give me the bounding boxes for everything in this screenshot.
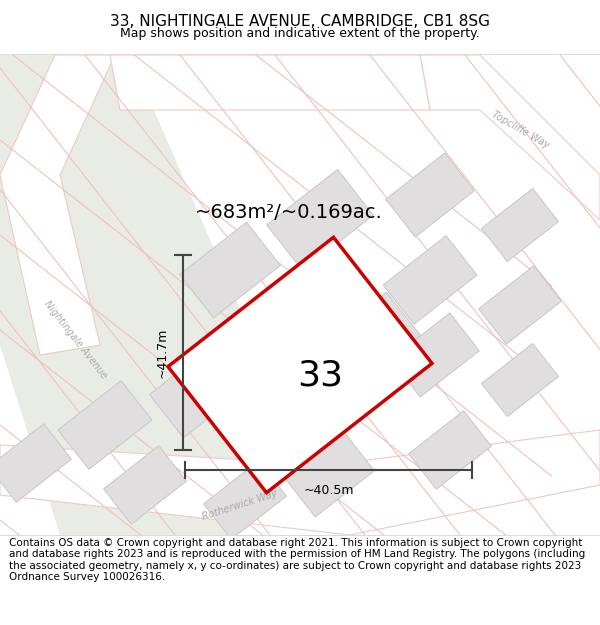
Text: 33: 33	[297, 358, 343, 392]
Polygon shape	[104, 446, 187, 524]
Polygon shape	[0, 55, 115, 355]
Polygon shape	[179, 222, 280, 318]
Polygon shape	[149, 342, 250, 438]
Text: ~41.7m: ~41.7m	[156, 328, 169, 378]
Text: Nightingale Avenue: Nightingale Avenue	[41, 299, 109, 381]
Text: 33, NIGHTINGALE AVENUE, CAMBRIDGE, CB1 8SG: 33, NIGHTINGALE AVENUE, CAMBRIDGE, CB1 8…	[110, 14, 490, 29]
Polygon shape	[0, 55, 260, 535]
Polygon shape	[391, 313, 479, 397]
Polygon shape	[286, 433, 374, 517]
Text: Contains OS data © Crown copyright and database right 2021. This information is : Contains OS data © Crown copyright and d…	[9, 538, 585, 582]
Text: Rotherwick Way: Rotherwick Way	[201, 488, 279, 522]
Polygon shape	[383, 236, 477, 324]
Text: Topcliffe Way: Topcliffe Way	[490, 109, 550, 151]
Polygon shape	[420, 55, 600, 220]
Polygon shape	[242, 340, 338, 430]
Polygon shape	[0, 424, 71, 503]
Text: ~683m²/~0.169ac.: ~683m²/~0.169ac.	[195, 203, 383, 222]
Polygon shape	[320, 292, 421, 388]
Polygon shape	[481, 344, 559, 416]
Polygon shape	[266, 169, 373, 271]
Polygon shape	[58, 381, 152, 469]
Polygon shape	[481, 189, 559, 261]
Polygon shape	[479, 266, 562, 344]
Polygon shape	[110, 55, 430, 110]
Polygon shape	[168, 238, 432, 492]
Text: Map shows position and indicative extent of the property.: Map shows position and indicative extent…	[120, 28, 480, 41]
Polygon shape	[0, 430, 600, 535]
Polygon shape	[203, 461, 286, 539]
Polygon shape	[386, 153, 475, 237]
Text: ~40.5m: ~40.5m	[303, 484, 354, 497]
Polygon shape	[409, 411, 491, 489]
